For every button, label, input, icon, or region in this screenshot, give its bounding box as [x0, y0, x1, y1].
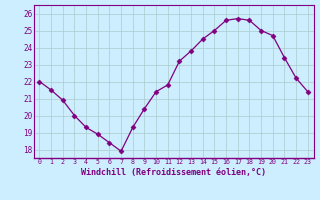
- X-axis label: Windchill (Refroidissement éolien,°C): Windchill (Refroidissement éolien,°C): [81, 168, 266, 177]
